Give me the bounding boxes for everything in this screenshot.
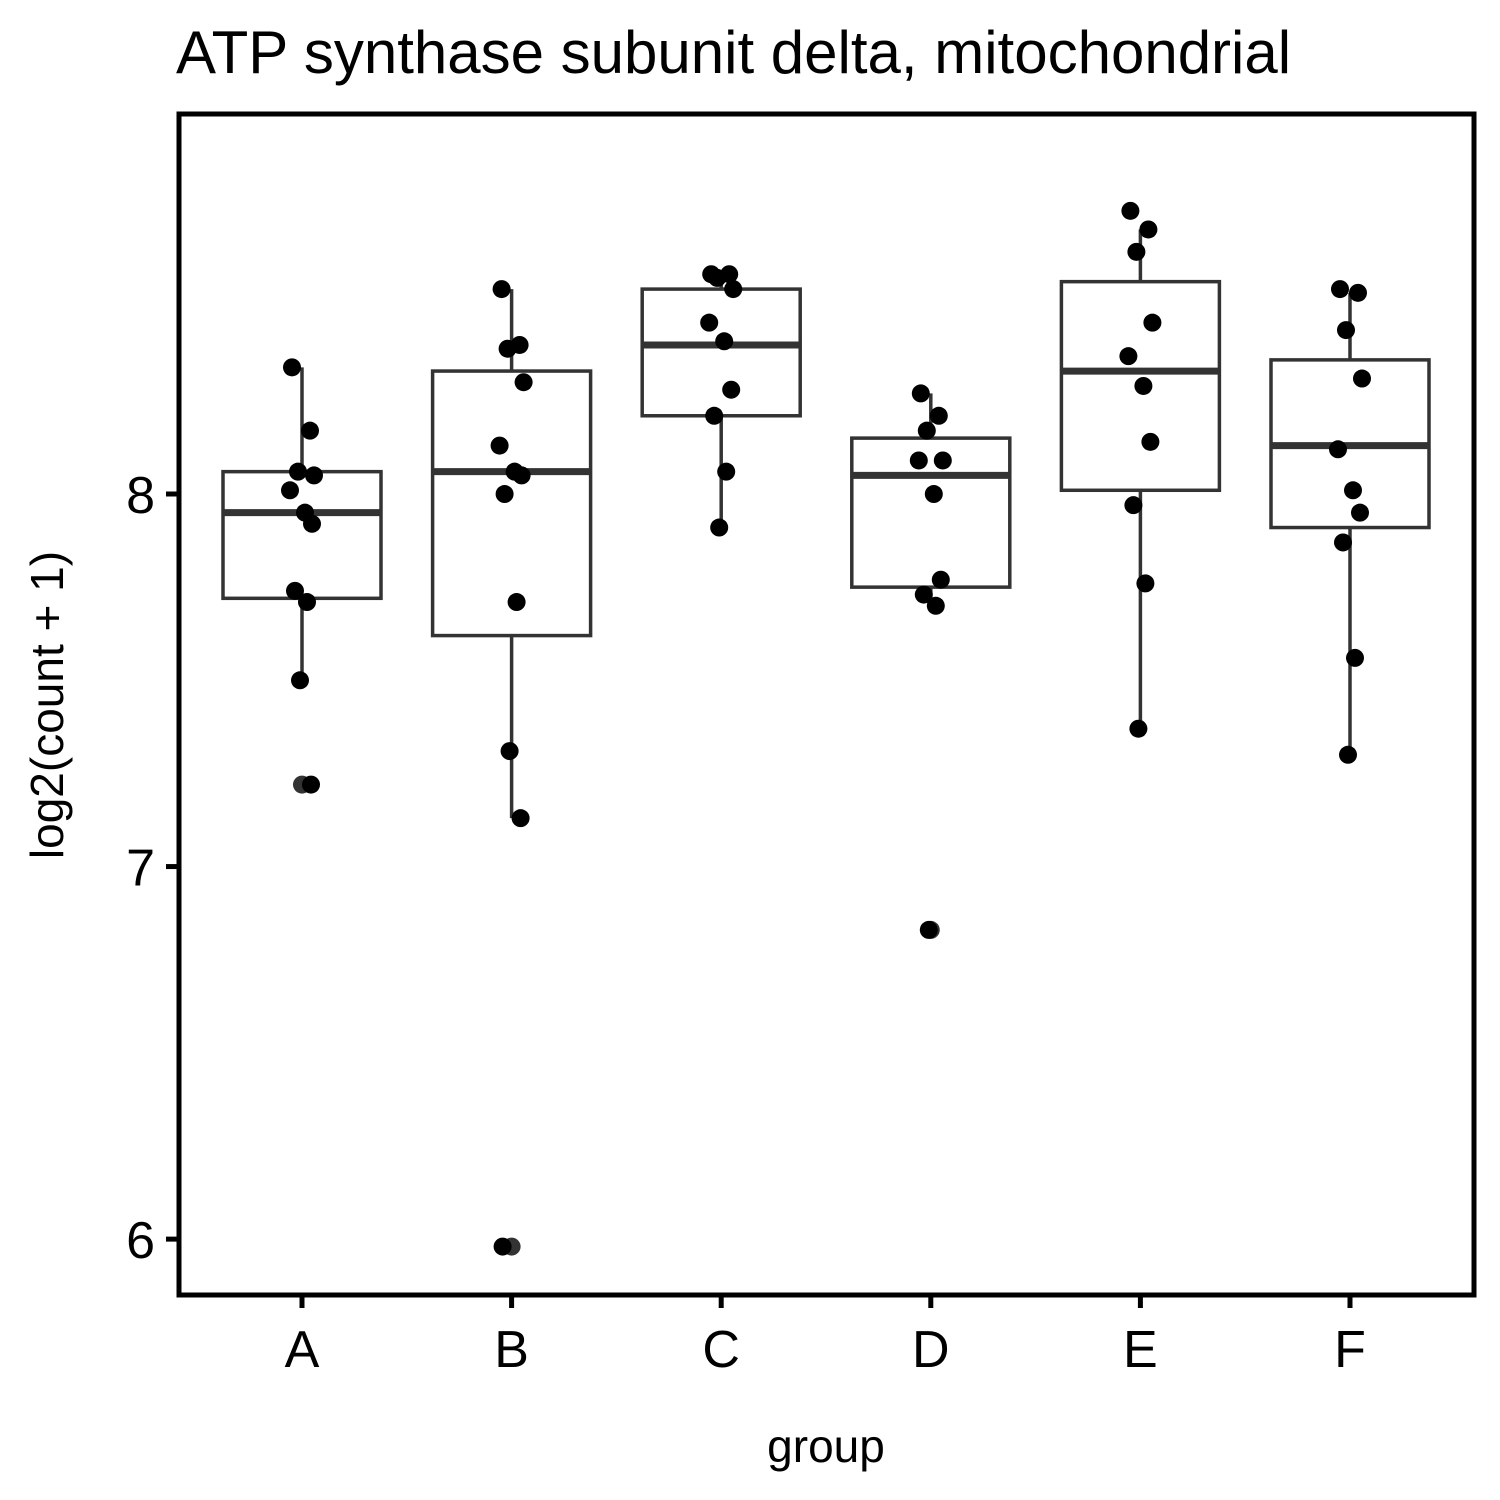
data-point [722, 380, 741, 399]
data-point [490, 436, 509, 455]
data-point [1119, 347, 1138, 366]
data-point [1346, 648, 1364, 667]
points-group-e [1119, 201, 1162, 738]
data-point [512, 466, 531, 485]
data-point [1353, 369, 1371, 388]
box-group-d [850, 393, 1012, 939]
points-group-b [490, 280, 533, 1256]
data-point [708, 268, 727, 287]
box-group-e [1059, 229, 1222, 729]
axes: 6 7 8 A B C D E F [126, 467, 1366, 1379]
data-point [1331, 280, 1349, 299]
data-point [1127, 242, 1146, 261]
data-point [929, 406, 948, 425]
data-point [1121, 201, 1140, 220]
points-group-d [909, 384, 952, 939]
data-point [1351, 503, 1369, 522]
box-group-b [430, 289, 593, 1256]
x-tick-label: C [702, 1321, 740, 1379]
data-point [1334, 533, 1352, 552]
data-point [914, 585, 933, 604]
plot-area [221, 201, 1431, 1256]
box-group-a [221, 367, 383, 794]
data-point [1124, 496, 1143, 515]
x-tick-label: E [1123, 1321, 1158, 1379]
box-group-f [1269, 292, 1431, 755]
data-point [1139, 220, 1158, 239]
data-point [301, 421, 319, 440]
data-point [931, 570, 950, 589]
data-point [1143, 313, 1162, 332]
y-tick-label: 8 [126, 467, 155, 525]
data-point [493, 1237, 512, 1256]
data-point [281, 481, 299, 500]
box-iqr [221, 469, 383, 601]
data-point [303, 514, 321, 533]
data-point [495, 485, 514, 504]
points-group-c [700, 265, 743, 537]
points-group-f [1329, 280, 1371, 764]
data-point [1339, 745, 1357, 764]
points-group-a [281, 358, 323, 794]
data-point [909, 451, 928, 470]
y-tick-label: 7 [126, 840, 155, 898]
data-point [919, 920, 938, 939]
x-tick-label: B [494, 1321, 529, 1379]
data-point [291, 671, 309, 690]
data-point [717, 462, 736, 481]
x-tick-label: A [285, 1321, 320, 1379]
data-point [1329, 440, 1347, 459]
y-tick-label: 6 [126, 1212, 155, 1270]
data-point [710, 518, 729, 537]
chart-title: ATP synthase subunit delta, mitochondria… [176, 19, 1291, 86]
x-axis-label: group [767, 1420, 885, 1472]
data-point [1136, 574, 1155, 593]
data-point [492, 280, 511, 299]
data-point [286, 581, 304, 600]
x-tick-label: F [1334, 1321, 1366, 1379]
data-point [514, 373, 533, 392]
y-axis-label: log2(count + 1) [21, 551, 73, 859]
data-point [283, 358, 301, 377]
data-point [511, 809, 530, 828]
data-point [724, 280, 743, 299]
data-point [1141, 432, 1160, 451]
data-point [302, 775, 320, 794]
data-point [926, 596, 945, 615]
box-iqr [640, 287, 802, 418]
x-tick-label: D [912, 1321, 950, 1379]
data-point [1129, 719, 1148, 738]
data-point [1337, 321, 1355, 340]
data-point [924, 485, 943, 504]
data-point [933, 451, 952, 470]
data-point [700, 313, 719, 332]
data-point [1344, 481, 1362, 500]
data-point [705, 406, 724, 425]
data-point [498, 339, 517, 358]
data-point [715, 332, 734, 351]
data-point [500, 742, 519, 761]
box-iqr [850, 436, 1012, 589]
data-point [1349, 283, 1367, 302]
data-point [1134, 376, 1153, 395]
data-point [298, 593, 316, 612]
box-iqr [430, 369, 593, 638]
data-point [507, 593, 526, 612]
data-point [305, 466, 323, 485]
data-point [289, 462, 307, 481]
box-group-c [640, 274, 802, 528]
data-point [911, 384, 930, 403]
data-point [917, 421, 936, 440]
panel-border [176, 111, 1477, 1298]
